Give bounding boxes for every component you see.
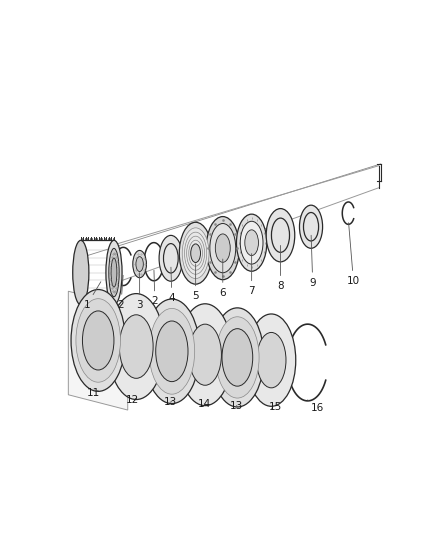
Ellipse shape — [76, 298, 120, 382]
Ellipse shape — [187, 236, 205, 270]
Ellipse shape — [156, 321, 188, 382]
Text: 5: 5 — [192, 264, 199, 301]
Ellipse shape — [245, 230, 258, 255]
Ellipse shape — [222, 329, 253, 386]
Text: 13: 13 — [163, 397, 177, 407]
Ellipse shape — [71, 289, 125, 391]
Ellipse shape — [149, 309, 194, 394]
Ellipse shape — [191, 244, 201, 262]
Ellipse shape — [163, 244, 178, 273]
Text: 14: 14 — [198, 399, 211, 409]
Ellipse shape — [82, 311, 114, 370]
Text: 2: 2 — [118, 276, 124, 310]
Ellipse shape — [159, 236, 183, 281]
Ellipse shape — [73, 240, 89, 305]
Ellipse shape — [215, 234, 230, 262]
Text: 13: 13 — [230, 401, 243, 410]
Text: 8: 8 — [277, 246, 284, 291]
Ellipse shape — [215, 317, 259, 398]
Text: 2: 2 — [152, 270, 158, 306]
Ellipse shape — [144, 299, 200, 403]
Ellipse shape — [206, 216, 239, 280]
Ellipse shape — [109, 248, 119, 297]
Text: 9: 9 — [309, 235, 316, 288]
Ellipse shape — [189, 240, 202, 266]
Ellipse shape — [272, 218, 290, 252]
Ellipse shape — [210, 223, 236, 273]
Polygon shape — [68, 291, 128, 410]
Ellipse shape — [178, 304, 232, 406]
Ellipse shape — [237, 214, 267, 271]
Text: 6: 6 — [219, 259, 226, 298]
Text: 12: 12 — [126, 395, 139, 405]
Text: 3: 3 — [136, 272, 143, 310]
Ellipse shape — [247, 314, 296, 406]
Ellipse shape — [179, 222, 212, 284]
Ellipse shape — [266, 208, 295, 262]
Ellipse shape — [211, 308, 264, 407]
Ellipse shape — [240, 221, 263, 264]
Text: 11: 11 — [87, 388, 100, 398]
Ellipse shape — [106, 240, 122, 305]
Text: 10: 10 — [347, 223, 360, 286]
Text: 4: 4 — [169, 267, 175, 303]
Text: 1: 1 — [84, 282, 101, 310]
Text: 7: 7 — [248, 254, 255, 296]
Ellipse shape — [257, 333, 286, 388]
Ellipse shape — [300, 205, 323, 248]
Text: 15: 15 — [269, 402, 282, 411]
Ellipse shape — [182, 228, 209, 279]
Ellipse shape — [189, 324, 222, 385]
Ellipse shape — [184, 232, 207, 274]
Ellipse shape — [136, 256, 143, 271]
Ellipse shape — [111, 258, 117, 287]
Ellipse shape — [108, 294, 164, 400]
Ellipse shape — [133, 251, 146, 278]
Ellipse shape — [119, 315, 153, 378]
Text: 16: 16 — [307, 400, 325, 413]
Ellipse shape — [304, 213, 318, 241]
